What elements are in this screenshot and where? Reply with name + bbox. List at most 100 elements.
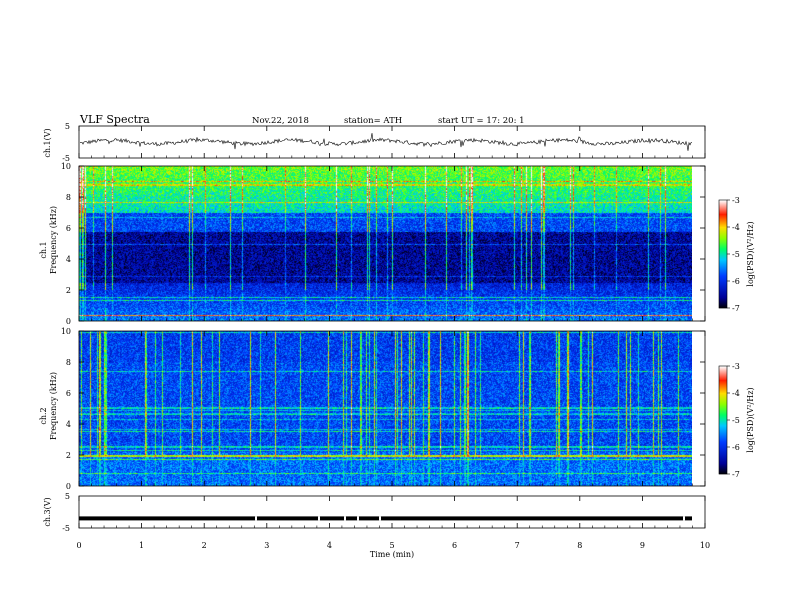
colorbar-band xyxy=(719,418,727,420)
date-label: Nov.22, 2018 xyxy=(252,116,309,126)
colorbar-band xyxy=(719,441,727,443)
colorbar-band xyxy=(719,253,727,255)
colorbar-band xyxy=(719,425,727,427)
colorbar-band xyxy=(719,446,727,448)
ch3-gap xyxy=(357,516,359,521)
colorbar-band xyxy=(719,259,727,261)
colorbar-band xyxy=(719,220,727,222)
colorbar-band xyxy=(719,473,727,475)
colorbar-band xyxy=(719,422,727,424)
colorbar-band xyxy=(719,207,727,209)
colorbar-band xyxy=(719,238,727,240)
colorbar-band xyxy=(719,413,727,415)
ch1-spectrogram-panel: ch.1 Frequency (kHz) -3 -4 -5 -6 -7 log(PSD)(… xyxy=(39,165,755,322)
colorbar-band xyxy=(719,405,727,407)
colorbar-band xyxy=(719,250,727,252)
y-tick-label: 2 xyxy=(66,451,71,460)
x-tick-label: 5 xyxy=(389,541,394,550)
colorbar-band xyxy=(719,269,727,271)
colorbar-band xyxy=(719,267,727,269)
colorbar-tick-label: -7 xyxy=(732,470,740,479)
colorbar-band xyxy=(719,414,727,416)
colorbar-band xyxy=(719,428,727,430)
colorbar-band xyxy=(719,268,727,270)
colorbar-band xyxy=(719,420,727,422)
colorbar-band xyxy=(719,209,727,211)
ch3-waveform-band xyxy=(79,516,692,521)
colorbar-band xyxy=(719,227,727,229)
colorbar-band xyxy=(719,290,727,292)
colorbar-band xyxy=(719,407,727,409)
colorbar-band xyxy=(719,289,727,291)
colorbar-tick-label: -5 xyxy=(732,250,740,259)
colorbar-tick-label: -4 xyxy=(732,389,740,398)
colorbar-band xyxy=(719,263,727,265)
colorbar-band xyxy=(719,247,727,249)
colorbar-label: log(PSD)(V²/Hz) xyxy=(746,387,755,452)
colorbar-band xyxy=(719,293,727,295)
colorbar-band xyxy=(719,464,727,466)
colorbar-band xyxy=(719,228,727,230)
colorbar-band xyxy=(719,285,727,287)
colorbar-band xyxy=(719,280,727,282)
ch2-spectrogram-image xyxy=(79,331,692,486)
colorbar-band xyxy=(719,467,727,469)
colorbar-band xyxy=(719,271,727,273)
colorbar-band xyxy=(719,288,727,290)
colorbar-band xyxy=(719,434,727,436)
colorbar-band xyxy=(719,470,727,472)
colorbar-band xyxy=(719,371,727,373)
x-axis-label: Time (min) xyxy=(370,550,414,559)
y-tick-label: 8 xyxy=(66,358,71,367)
colorbar-band xyxy=(719,419,727,421)
x-tick-label: 4 xyxy=(327,541,332,550)
colorbar-band xyxy=(719,375,727,377)
colorbar-band xyxy=(719,270,727,272)
colorbar-tick-label: -5 xyxy=(732,416,740,425)
ch2-colorbar: -3 -4 -5 -6 -7 log(PSD)(V²/Hz) xyxy=(718,362,755,479)
colorbar-band xyxy=(719,384,727,386)
colorbar-band xyxy=(719,431,727,433)
colorbar-band xyxy=(719,277,727,279)
colorbar-band xyxy=(719,203,727,205)
colorbar-tick-label: -6 xyxy=(732,443,740,452)
x-tick-label: 10 xyxy=(700,541,710,550)
ch3-gap xyxy=(683,516,685,521)
ch3-waveform-panel: 5 -5 ch.3(V) xyxy=(43,492,706,533)
y-tick-label: 6 xyxy=(66,224,71,233)
colorbar-band xyxy=(719,260,727,262)
ch3-gap xyxy=(318,516,320,521)
colorbar-band xyxy=(719,397,727,399)
colorbar-band xyxy=(719,458,727,460)
colorbar-band xyxy=(719,450,727,452)
colorbar-band xyxy=(719,436,727,438)
colorbar-band xyxy=(719,256,727,258)
ch2-spectrogram-panel: ch.2 Frequency (kHz) -3 -4 -5 -6 -7 log(PSD)(… xyxy=(39,330,755,487)
colorbar-band xyxy=(719,275,727,277)
colorbar-band xyxy=(719,302,727,304)
ch1-waveform-line xyxy=(80,132,692,151)
colorbar-band xyxy=(719,368,727,370)
colorbar-band xyxy=(719,241,727,243)
colorbar-band xyxy=(719,447,727,449)
colorbar-band xyxy=(719,427,727,429)
colorbar-tick-label: -3 xyxy=(732,196,740,205)
colorbar-band xyxy=(719,262,727,264)
colorbar-band xyxy=(719,379,727,381)
colorbar-band xyxy=(719,468,727,470)
colorbar-band xyxy=(719,249,727,251)
colorbar-band xyxy=(719,254,727,256)
ch2-spec-ylabel: Frequency (kHz) xyxy=(49,372,58,440)
ch3-gap xyxy=(255,516,257,521)
colorbar-band xyxy=(719,406,727,408)
colorbar-band xyxy=(719,239,727,241)
x-tick-label: 1 xyxy=(139,541,144,550)
colorbar-band xyxy=(719,390,727,392)
colorbar-band xyxy=(719,202,727,204)
colorbar-band xyxy=(719,461,727,463)
ch1-ytick-top: 5 xyxy=(65,122,70,131)
ch3-gap xyxy=(344,516,346,521)
colorbar-band xyxy=(719,246,727,248)
colorbar-band xyxy=(719,471,727,473)
colorbar-band xyxy=(719,200,727,202)
